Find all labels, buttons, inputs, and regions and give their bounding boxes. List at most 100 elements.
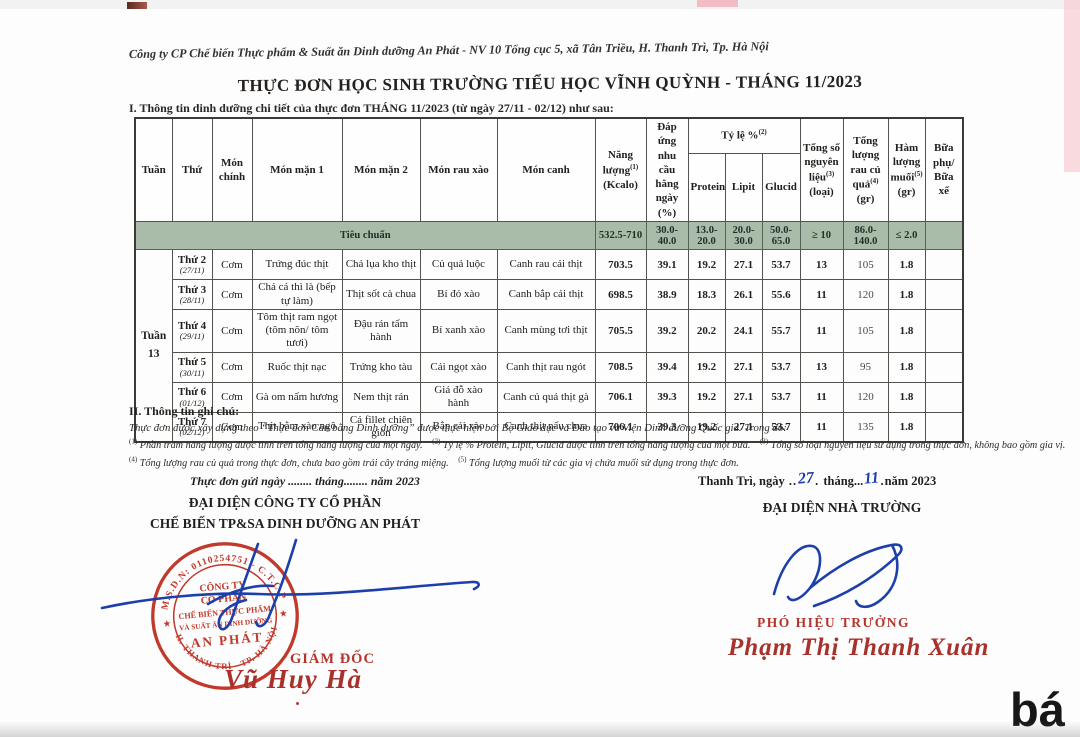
note-intro: Thực đơn được xây dựng theo “Thực đơn Câ… bbox=[129, 422, 787, 434]
sent-date-line: Thực đơn gửi ngày ........ tháng........… bbox=[190, 474, 420, 488]
cell-snack bbox=[924, 411, 964, 443]
cell-veggie: Bí đỏ xào bbox=[419, 279, 498, 311]
handwritten-month: 11 bbox=[863, 469, 881, 488]
cell-snack bbox=[924, 309, 964, 353]
cell-day: Thứ 7 (02/12) bbox=[171, 411, 213, 443]
cell-daily: 39.4 bbox=[645, 351, 689, 383]
cell-glucid: 55.6 bbox=[761, 279, 801, 311]
cell-dish1: Ruốc thịt nạc bbox=[251, 351, 343, 383]
cell-veggie: Cải ngọt xào bbox=[419, 351, 498, 383]
col-dish1: Món mặn 1 bbox=[251, 117, 343, 223]
col-daily-need: Đáp ứng nhu cầu hằng ngày (%) bbox=[645, 117, 689, 223]
cell-energy: 705.5 bbox=[594, 309, 647, 353]
vice-principal-signature-stroke bbox=[772, 543, 903, 609]
notes-heading: II. Thông tin ghi chú: bbox=[129, 404, 240, 418]
col-day: Thứ bbox=[171, 117, 213, 223]
cell-veggie: Củ quả luộc bbox=[419, 249, 498, 281]
table-row: Thứ 6 (01/12) Cơm Gà om nấm hương Nem thị… bbox=[135, 381, 964, 413]
cell-lipit: 24.1 bbox=[724, 309, 763, 353]
col-lipit: Lipit bbox=[724, 152, 763, 223]
scan-artifact bbox=[127, 2, 147, 9]
cell-energy: 703.5 bbox=[594, 249, 647, 281]
place-date-line: Thanh Trì, ngày ..27. tháng...11.năm 202… bbox=[698, 469, 937, 488]
cell-protein: 20.2 bbox=[687, 309, 726, 353]
cell-ingredients: 11 bbox=[799, 411, 844, 443]
cell-main: Cơm bbox=[211, 411, 253, 443]
cell-veg: 95 bbox=[842, 351, 889, 383]
standard-veg: 86.0-140.0 bbox=[842, 221, 889, 251]
director-signature-stroke bbox=[100, 538, 480, 631]
standard-label: Tiêu chuẩn bbox=[134, 221, 596, 251]
standard-daily: 30.0-40.0 bbox=[645, 221, 689, 251]
cell-snack bbox=[924, 279, 964, 311]
standard-lipit: 20.0-30.0 bbox=[724, 221, 763, 251]
cell-ingredients: 13 bbox=[799, 249, 844, 281]
standard-energy: 532.5-710 bbox=[594, 221, 647, 251]
cell-week: Tuần 13 bbox=[134, 249, 173, 443]
cell-dish2: Nem thịt rán bbox=[341, 381, 421, 413]
cell-ingredients: 13 bbox=[799, 351, 844, 383]
cell-lipit: 26.1 bbox=[724, 279, 763, 311]
vice-principal-signature-name: Phạm Thị Thanh Xuân bbox=[728, 634, 990, 661]
col-salt: Hàm lượng muối(5) (gr) bbox=[887, 117, 926, 223]
cell-day: Thứ 2 (27/11) bbox=[171, 249, 213, 281]
cell-dish2: Thịt sốt cà chua bbox=[341, 279, 421, 311]
cell-main: Cơm bbox=[211, 279, 253, 311]
director-title: GIÁM ĐỐC bbox=[290, 651, 375, 667]
cell-veg: 120 bbox=[842, 279, 889, 311]
col-ingredients: Tổng số nguyên liệu(3) (loại) bbox=[799, 117, 844, 223]
table-row: Thứ 5 (30/11) Cơm Ruốc thịt nạc Trứng kho… bbox=[135, 351, 964, 383]
table-row: Thứ 3 (28/11) Cơm Chả cá thì là (bếp tự l… bbox=[135, 279, 964, 311]
cell-soup: Canh thịt rau ngót bbox=[496, 351, 596, 383]
table-row: Thứ 4 (29/11) Cơm Tôm thịt ram ngọt (tôm … bbox=[135, 309, 964, 353]
cell-soup: Canh rau cải thịt bbox=[496, 249, 596, 281]
cell-daily: 39.3 bbox=[645, 411, 689, 443]
cell-ingredients: 11 bbox=[799, 309, 844, 353]
cell-dish1: Trứng đúc thịt bbox=[251, 249, 343, 281]
cell-dish1: Chả cá thì là (bếp tự làm) bbox=[251, 279, 343, 311]
scan-artifact bbox=[697, 0, 738, 7]
cell-dish1: Thịt bằm xào ngô bbox=[251, 411, 343, 443]
cell-dish1: Gà om nấm hương bbox=[251, 381, 343, 413]
standard-ingredients: ≥ 10 bbox=[799, 221, 844, 251]
cell-energy: 698.5 bbox=[594, 279, 647, 311]
cell-salt: 1.8 bbox=[887, 351, 926, 383]
cell-veggie: Bí xanh xào bbox=[419, 309, 498, 353]
cell-day: Thứ 5 (30/11) bbox=[171, 351, 213, 383]
col-energy: Năng lượng(1) (Kcalo) bbox=[594, 117, 647, 223]
scan-artifact bbox=[1064, 0, 1080, 172]
vice-principal-title: PHÓ HIỆU TRƯỞNG bbox=[757, 615, 911, 630]
cell-protein: 18.3 bbox=[687, 279, 726, 311]
table-row: Tuần 13 Thứ 2 (27/11) Cơm Trứng đúc thịt C… bbox=[134, 249, 964, 443]
cell-lipit: 27.1 bbox=[724, 411, 763, 443]
standard-row: Tiêu chuẩn 532.5-710 30.0-40.0 13.0-20.0… bbox=[134, 221, 964, 251]
cell-glucid: 53.7 bbox=[761, 381, 801, 413]
col-snack: Bữa phụ/ Bữa xế bbox=[924, 117, 964, 223]
cell-dish2: Trứng kho tàu bbox=[341, 351, 421, 383]
cell-veggie: Bắp cải xào bbox=[419, 411, 498, 443]
cell-glucid: 55.7 bbox=[761, 309, 801, 353]
cell-soup: Canh thịt nấu chua bbox=[496, 411, 596, 443]
cell-salt: 1.8 bbox=[887, 309, 926, 353]
scan-edge-bottom bbox=[0, 721, 1080, 737]
cell-daily: 38.9 bbox=[645, 279, 689, 311]
cell-salt: 1.8 bbox=[887, 249, 926, 281]
standard-protein: 13.0-20.0 bbox=[687, 221, 726, 251]
page-title: THỰC ĐƠN HỌC SINH TRƯỜNG TIỂU HỌC VĨNH Q… bbox=[237, 71, 863, 96]
col-veggie: Món rau xào bbox=[419, 117, 498, 223]
cell-protein: 19.2 bbox=[687, 381, 726, 413]
cell-dish1: Tôm thịt ram ngọt (tôm nõn/ tôm tươi) bbox=[251, 309, 343, 353]
cell-lipit: 27.1 bbox=[724, 249, 763, 281]
col-week: Tuần bbox=[134, 117, 173, 223]
cell-snack bbox=[924, 249, 964, 281]
col-soup: Món canh bbox=[496, 117, 596, 223]
cell-veg: 105 bbox=[842, 309, 889, 353]
cell-glucid: 53.7 bbox=[761, 249, 801, 281]
col-ratio-group: Tỷ lệ %(2) bbox=[687, 117, 801, 154]
cell-main: Cơm bbox=[211, 249, 253, 281]
cell-soup: Canh mùng tơi thịt bbox=[496, 309, 596, 353]
cell-veggie: Giá đỗ xào hành bbox=[419, 381, 498, 413]
cell-main: Cơm bbox=[211, 351, 253, 383]
cell-ingredients: 11 bbox=[799, 279, 844, 311]
